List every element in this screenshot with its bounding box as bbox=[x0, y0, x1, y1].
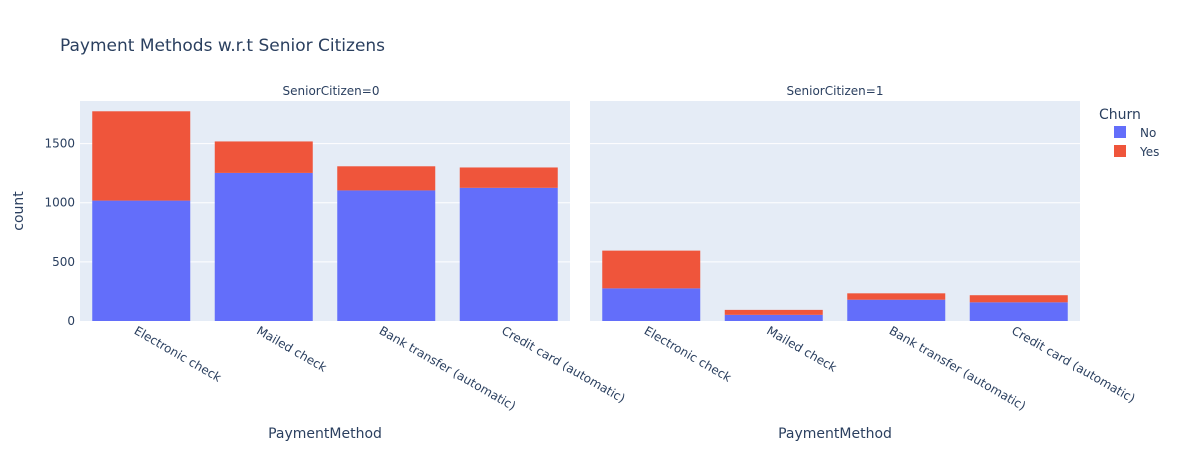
bar-panel-0-yes-3 bbox=[459, 167, 558, 188]
chart-title: Payment Methods w.r.t Senior Citizens bbox=[60, 36, 385, 56]
bar-panel-1-no-2 bbox=[847, 299, 946, 321]
bar-panel-0-no-0 bbox=[92, 200, 191, 321]
panel-0-label: SeniorCitizen=0 bbox=[283, 84, 380, 98]
y-axis-title: count bbox=[11, 191, 27, 231]
bar-panel-0-yes-1 bbox=[214, 141, 313, 173]
bar-panel-1-yes-0 bbox=[602, 250, 701, 289]
bar-panel-1-no-0 bbox=[602, 288, 701, 321]
legend-swatch-no bbox=[1114, 126, 1126, 138]
bar-panel-0-no-1 bbox=[214, 172, 313, 321]
panel-0-x-tick-label: Mailed check bbox=[254, 323, 329, 374]
y-tick-label: 0 bbox=[67, 314, 75, 328]
panel-1-x-tick-label: Mailed check bbox=[764, 323, 839, 374]
bar-panel-0-yes-2 bbox=[337, 166, 436, 191]
panel-1-x-tick-label: Electronic check bbox=[642, 323, 734, 384]
bar-panel-0-yes-0 bbox=[92, 111, 191, 201]
legend-swatch-yes bbox=[1114, 145, 1126, 157]
bar-panel-0-no-3 bbox=[459, 187, 558, 321]
y-tick-label: 1000 bbox=[44, 196, 75, 210]
panel-1-label: SeniorCitizen=1 bbox=[787, 84, 884, 98]
legend-label-no: No bbox=[1140, 126, 1156, 140]
panel-1-x-tick-label: Bank transfer (automatic) bbox=[887, 323, 1028, 413]
y-tick-label: 1500 bbox=[44, 137, 75, 151]
y-tick-label: 500 bbox=[52, 255, 75, 269]
bar-panel-1-yes-1 bbox=[724, 309, 823, 315]
panel-0-x-tick-label: Credit card (automatic) bbox=[499, 323, 627, 405]
panel-0-x-axis-title: PaymentMethod bbox=[268, 426, 382, 442]
bar-panel-1-no-1 bbox=[724, 314, 823, 321]
panel-0-x-tick-label: Electronic check bbox=[132, 323, 224, 384]
bar-panel-0-no-2 bbox=[337, 190, 436, 321]
panel-1-x-axis-title: PaymentMethod bbox=[778, 426, 892, 442]
panel-1-x-tick-label: Credit card (automatic) bbox=[1009, 323, 1137, 405]
bar-panel-1-yes-3 bbox=[969, 295, 1068, 303]
panel-0-x-tick-label: Bank transfer (automatic) bbox=[377, 323, 518, 413]
legend-title: Churn bbox=[1099, 107, 1141, 123]
bar-panel-1-yes-2 bbox=[847, 293, 946, 300]
bar-panel-1-no-3 bbox=[969, 302, 1068, 321]
legend-label-yes: Yes bbox=[1139, 145, 1159, 159]
